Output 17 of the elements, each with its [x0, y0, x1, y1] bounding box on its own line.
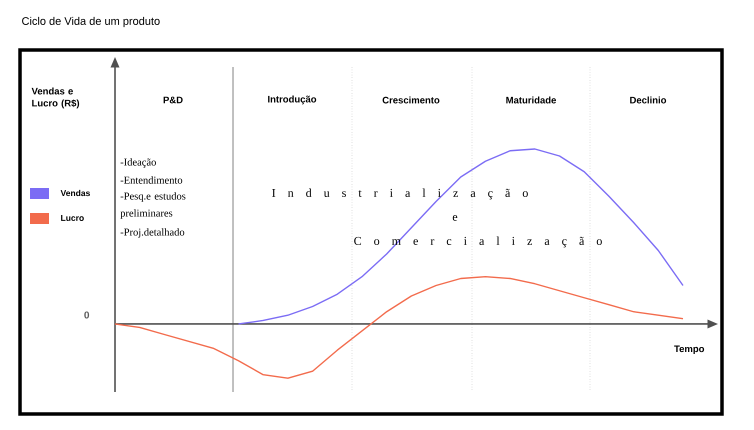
- annotation: I n d u s t r i a l i z a ç ã o: [272, 188, 528, 200]
- text: Crescimento: [382, 96, 440, 104]
- annotation: -Pesq.e estudos preliminares: [120, 192, 186, 219]
- annotation: -Ideação: [120, 158, 156, 168]
- legend-label: Vendas: [60, 190, 90, 196]
- text: Maturidade: [506, 96, 556, 104]
- annotation: -Proj.detalhado: [120, 228, 184, 238]
- chart-title: Ciclo de Vida de um produto: [22, 16, 160, 28]
- annotation: e: [452, 215, 458, 221]
- annotation: -Entendimento: [120, 176, 182, 184]
- text: Vendas e Lucro (R$): [32, 88, 80, 108]
- legend-label: Lucro: [61, 215, 84, 221]
- text: Declinio: [630, 96, 666, 104]
- text: 0: [84, 311, 90, 319]
- x-axis-title: Tempo: [674, 346, 704, 354]
- text: P&D: [164, 96, 183, 104]
- text: Introdução: [268, 96, 316, 104]
